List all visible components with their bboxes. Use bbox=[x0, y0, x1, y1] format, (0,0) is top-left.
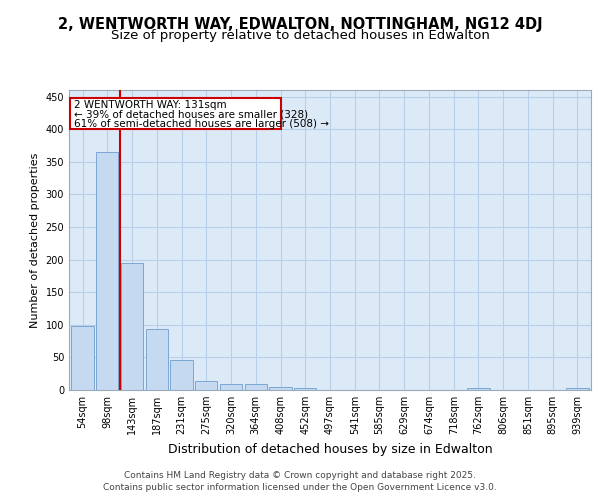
Text: 2 WENTWORTH WAY: 131sqm: 2 WENTWORTH WAY: 131sqm bbox=[74, 100, 227, 110]
X-axis label: Distribution of detached houses by size in Edwalton: Distribution of detached houses by size … bbox=[167, 442, 493, 456]
FancyBboxPatch shape bbox=[70, 98, 281, 129]
Bar bbox=[195, 381, 217, 390]
Bar bbox=[146, 330, 168, 390]
Bar bbox=[269, 386, 292, 390]
Bar bbox=[71, 326, 94, 390]
Bar bbox=[220, 384, 242, 390]
Y-axis label: Number of detached properties: Number of detached properties bbox=[30, 152, 40, 328]
Bar bbox=[121, 263, 143, 390]
Bar bbox=[294, 388, 316, 390]
Text: 61% of semi-detached houses are larger (508) →: 61% of semi-detached houses are larger (… bbox=[74, 118, 329, 128]
Bar bbox=[170, 360, 193, 390]
Bar bbox=[467, 388, 490, 390]
Text: 2, WENTWORTH WAY, EDWALTON, NOTTINGHAM, NG12 4DJ: 2, WENTWORTH WAY, EDWALTON, NOTTINGHAM, … bbox=[58, 18, 542, 32]
Text: ← 39% of detached houses are smaller (328): ← 39% of detached houses are smaller (32… bbox=[74, 110, 308, 120]
Text: Contains HM Land Registry data © Crown copyright and database right 2025.
Contai: Contains HM Land Registry data © Crown c… bbox=[103, 471, 497, 492]
Text: Size of property relative to detached houses in Edwalton: Size of property relative to detached ho… bbox=[110, 29, 490, 42]
Bar bbox=[566, 388, 589, 390]
Bar bbox=[245, 384, 267, 390]
Bar bbox=[96, 152, 118, 390]
